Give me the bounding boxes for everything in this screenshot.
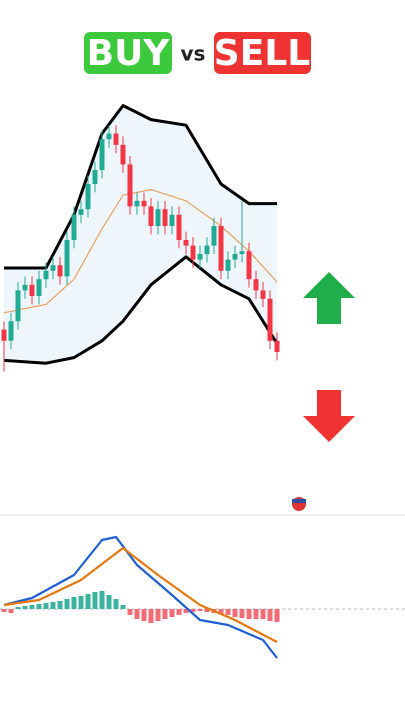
histogram-bar	[155, 609, 161, 621]
histogram-bar	[197, 609, 203, 611]
band-fill	[4, 105, 277, 364]
candle-body	[197, 254, 203, 260]
histogram-bar	[99, 591, 105, 609]
candle-body	[246, 251, 252, 280]
candle-body	[127, 164, 133, 207]
histogram-bar	[267, 609, 273, 621]
candle-body	[57, 265, 63, 277]
histogram-bar	[15, 607, 21, 609]
histogram-bar	[50, 602, 56, 609]
down-arrow	[303, 390, 355, 442]
candle-body	[29, 284, 35, 296]
candle-body	[36, 279, 42, 296]
histogram-bar	[148, 609, 154, 623]
histogram-bar	[36, 604, 42, 609]
histogram-bar	[204, 609, 210, 612]
candle-body	[148, 206, 154, 226]
candle-body	[99, 139, 105, 170]
histogram-bar	[176, 609, 182, 615]
candle-body	[78, 209, 84, 215]
vs-text: vs	[181, 42, 206, 66]
macd-line	[3, 535, 278, 659]
buy-text: BUY	[87, 33, 171, 74]
candle-body	[176, 214, 182, 240]
candle-body	[120, 144, 126, 165]
candle-body	[113, 133, 119, 145]
up-arrow	[303, 272, 355, 324]
candle-body	[218, 226, 224, 271]
histogram-bar	[43, 603, 49, 609]
candle-body	[1, 329, 7, 341]
candle-body	[141, 200, 147, 207]
histogram-bar	[253, 609, 259, 619]
candle-body	[162, 209, 168, 226]
candle-body	[267, 298, 273, 341]
candle-body	[239, 251, 245, 254]
candle-body	[253, 279, 259, 291]
histogram-bar	[8, 609, 14, 613]
histogram-bar	[134, 609, 140, 619]
histogram-bar	[141, 609, 147, 621]
candle-body	[106, 133, 112, 140]
candle-body	[204, 245, 210, 254]
candle-body	[225, 259, 231, 271]
candle-body	[274, 340, 280, 352]
histogram-bar	[183, 609, 189, 613]
histogram-bar	[29, 605, 35, 609]
candle-body	[50, 265, 56, 271]
price-pane	[1, 104, 280, 372]
histogram-bar	[85, 594, 91, 609]
histogram-bar	[218, 609, 224, 614]
candle-body	[190, 245, 196, 260]
candle-body	[71, 214, 77, 240]
candle-body	[92, 170, 98, 184]
candle-body	[22, 284, 28, 291]
flag-icon-band	[292, 499, 306, 503]
flag-icon	[290, 495, 308, 513]
histogram-bar	[71, 597, 77, 609]
sell-badge	[214, 32, 311, 74]
sell-text: SELL	[214, 33, 310, 74]
candle-body	[134, 200, 140, 207]
histogram-bar	[64, 599, 70, 609]
candle-body	[183, 240, 189, 246]
histogram-bar	[22, 606, 28, 609]
candle-body	[85, 184, 91, 210]
histogram-bar	[169, 609, 175, 617]
histogram-bar	[92, 592, 98, 609]
histogram-bar	[239, 609, 245, 618]
histogram-bar	[78, 596, 84, 609]
histogram-bar	[232, 609, 238, 617]
candle-body	[211, 226, 217, 246]
candle-body	[8, 321, 14, 341]
candle-body	[169, 214, 175, 226]
histogram-bar	[274, 609, 280, 622]
histogram-bar	[120, 605, 126, 609]
signal-line	[3, 546, 278, 643]
candle-body	[15, 290, 21, 322]
histogram-bar	[113, 599, 119, 609]
lower-band	[3, 255, 279, 365]
histogram-bar	[260, 609, 266, 619]
candle-body	[260, 290, 266, 299]
histogram-bar	[57, 601, 63, 609]
histogram-bar	[246, 609, 252, 619]
histogram-bar	[225, 609, 231, 615]
macd-pane	[1, 535, 280, 659]
upper-band	[4, 104, 277, 270]
candle-body	[232, 254, 238, 260]
histogram-bar	[162, 609, 168, 619]
histogram-bar	[190, 609, 196, 612]
histogram-bar	[1, 609, 7, 612]
histogram-bar	[127, 609, 133, 615]
histogram-bar	[106, 595, 112, 609]
candle-body	[64, 240, 70, 277]
candle-body	[155, 209, 161, 226]
candle-body	[43, 270, 49, 280]
buy-badge	[84, 32, 172, 74]
